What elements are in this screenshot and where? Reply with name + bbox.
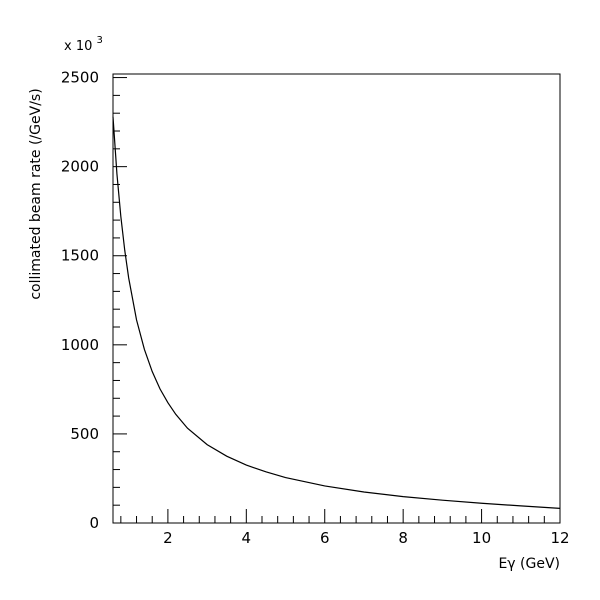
x-axis-title: Eγ (GeV): [498, 556, 560, 572]
y-tick-label: 1000: [61, 336, 99, 354]
plot-frame: [112, 73, 561, 524]
x-tick-label: 2: [163, 529, 173, 547]
x-axis-tick-labels: 2 4 6 8 10 12: [163, 529, 569, 547]
x-tick-label: 8: [398, 529, 408, 547]
series-line: [112, 116, 561, 509]
x-tick-label: 10: [472, 529, 491, 547]
y-axis-title: collimated beam rate (/GeV/s): [28, 88, 44, 299]
x-axis-ticks: [120, 509, 561, 523]
y-tick-label: 500: [70, 425, 99, 443]
y-tick-label: 0: [89, 514, 99, 532]
x-tick-label: 12: [550, 529, 569, 547]
y-axis-tick-labels: 0 500 1000 1500 2000 2500: [61, 69, 99, 532]
x-tick-label: 6: [320, 529, 330, 547]
y-axis-multiplier-base: x 10: [64, 39, 92, 54]
y-tick-label: 2000: [61, 158, 99, 176]
y-tick-label: 1500: [61, 247, 99, 265]
y-axis-ticks: [113, 77, 127, 524]
y-axis-multiplier: x 10 3: [64, 35, 103, 54]
x-tick-label: 4: [242, 529, 252, 547]
y-axis-multiplier-exponent: 3: [97, 35, 103, 46]
y-tick-label: 2500: [61, 69, 99, 87]
series-group: [112, 116, 561, 509]
